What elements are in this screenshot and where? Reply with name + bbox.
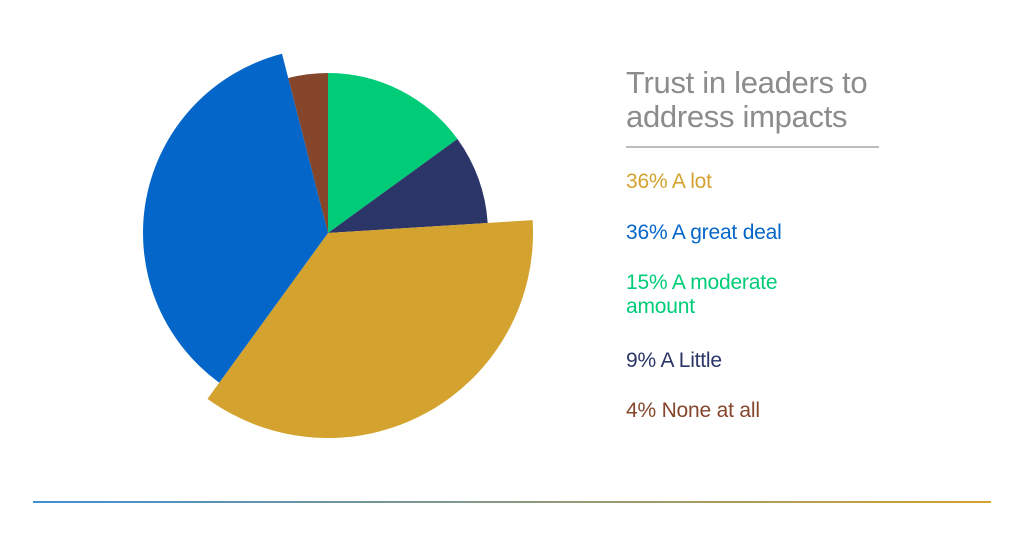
legend-title: Trust in leaders to address impacts [626,66,926,134]
legend-label: A moderate amount [626,271,778,318]
legend-percent: 9% [626,349,661,372]
legend-item-a-great-deal: 36% A great deal [626,221,826,245]
pie-slice-a-great-deal [142,53,328,383]
pie-slice-a-little [328,138,488,233]
pie-slice-a-moderate-amount [328,73,458,233]
legend-panel: Trust in leaders to address impacts 36% … [626,66,926,422]
legend-label: A Little [660,349,722,372]
legend-percent: 4% [626,399,662,422]
pie-slice-a-lot [207,220,534,439]
legend-title-line-2: address impacts [626,99,848,134]
bottom-gradient-rule [33,501,991,503]
legend-item-none-at-all: 4% None at all [626,399,826,423]
legend-item-a-little: 9% A Little [626,349,826,373]
legend-divider [626,146,879,148]
legend-percent: 15% [626,271,672,294]
legend-label: None at all [661,399,760,422]
legend-item-a-moderate-amount: 15% A moderate amount [626,271,826,319]
legend-item-a-lot: 36% A lot [626,170,826,194]
legend-title-line-1: Trust in leaders to [626,65,868,100]
legend-percent: 36% [626,170,672,193]
legend-label: A great deal [671,221,782,244]
legend-label: A lot [671,170,712,193]
pie-chart [142,53,534,439]
pie-slice-none-at-all [288,73,328,233]
legend-percent: 36% [626,221,672,244]
